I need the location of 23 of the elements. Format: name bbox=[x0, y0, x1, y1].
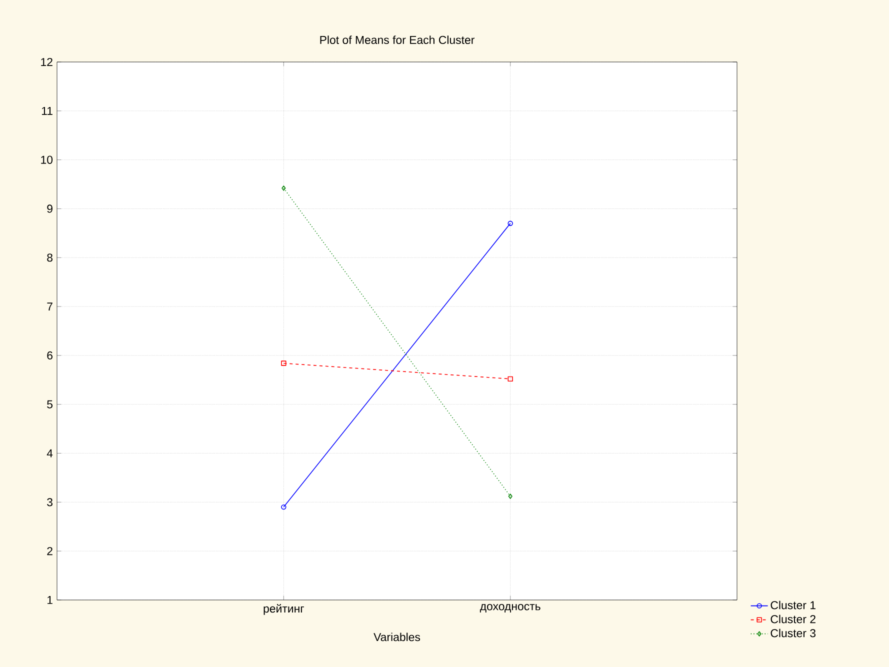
chart-title: Plot of Means for Each Cluster bbox=[320, 36, 474, 44]
point bbox=[282, 186, 286, 191]
legend-label: Cluster 1 bbox=[770, 600, 816, 610]
y-tick-label: 7 bbox=[47, 302, 52, 310]
y-tick-label: 11 bbox=[42, 106, 52, 115]
point bbox=[508, 376, 513, 382]
x-tick-label: доходность bbox=[480, 604, 540, 612]
legend-label: Cluster 2 bbox=[770, 614, 816, 624]
x-axis-title: Variables bbox=[374, 632, 420, 642]
y-tick-label: 12 bbox=[41, 58, 52, 66]
point bbox=[508, 494, 512, 499]
y-tick-label: 1 bbox=[47, 596, 52, 604]
y-tick-label: 9 bbox=[47, 204, 52, 213]
y-tick-label: 5 bbox=[47, 400, 53, 408]
y-tick-label: 4 bbox=[46, 449, 53, 458]
y-tick-label: 8 bbox=[47, 254, 52, 262]
x-tick-label: рейтинг bbox=[264, 604, 304, 615]
y-tick-label: 6 bbox=[47, 351, 52, 360]
y-tick-label: 3 bbox=[47, 498, 52, 506]
legend-label: Cluster 3 bbox=[770, 628, 816, 638]
point bbox=[281, 360, 286, 366]
y-tick-label: 2 bbox=[47, 547, 52, 556]
y-tick-label: 10 bbox=[41, 156, 53, 164]
